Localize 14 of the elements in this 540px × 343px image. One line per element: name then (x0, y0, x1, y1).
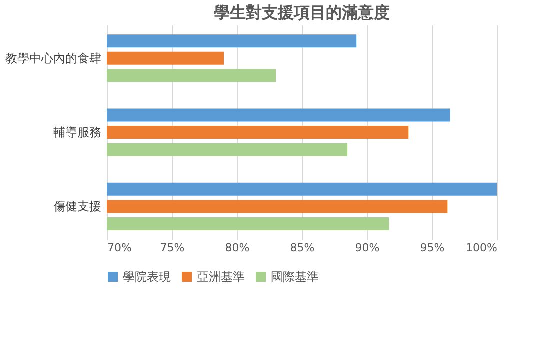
x-tick-label: 80% (225, 242, 250, 254)
y-tick-label: 傷健支援 (52, 200, 102, 214)
y-tick-label: 教學中心內的食肆 (6, 51, 102, 66)
chart-title: 學生對支援項目的滿意度 (214, 3, 390, 22)
x-tick-label: 100% (466, 242, 498, 254)
y-tick-label: 輔導服務 (54, 126, 102, 140)
legend-label: 國際基準 (271, 270, 319, 284)
x-tick-label: 75% (160, 242, 185, 254)
x-tick-label: 95% (420, 242, 445, 254)
legend-label: 學院表現 (123, 270, 171, 284)
x-tick-label: 90% (355, 242, 380, 254)
legend-label: 亞洲基準 (197, 270, 245, 284)
x-tick-label: 70% (108, 242, 132, 254)
x-tick-label: 85% (290, 242, 315, 254)
